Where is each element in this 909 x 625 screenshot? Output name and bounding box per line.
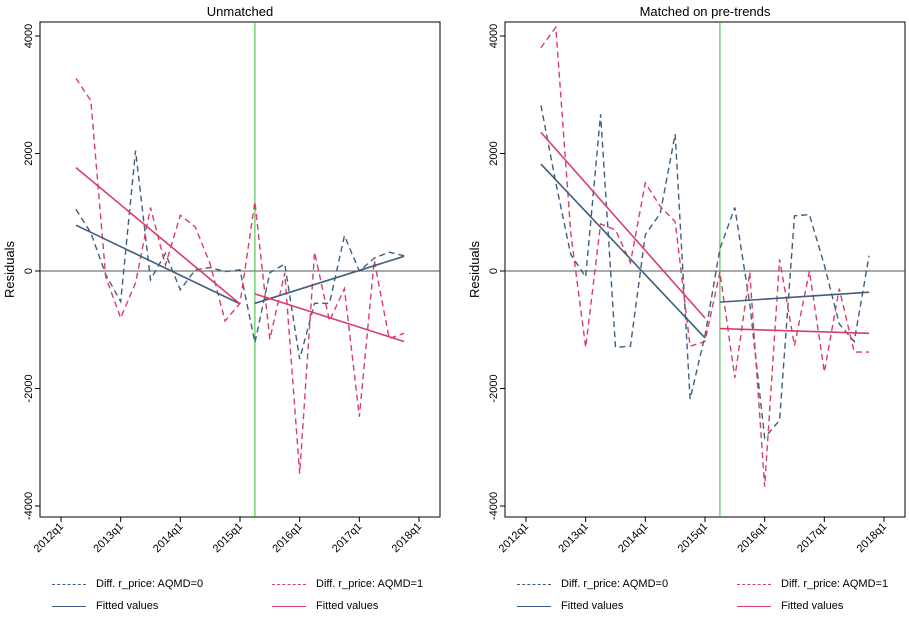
x-tick-label: 2016q1 (270, 521, 304, 555)
y-axis-label: Residuals (467, 240, 482, 298)
fitted-line-aqmd1-segment-1 (75, 166, 241, 305)
chart-panel-1: Unmatched Residuals -4000 -2000 0 2000 4000 201… (2, 4, 441, 555)
x-tick-label: 2018q1 (390, 521, 424, 555)
legend-swatch-dashed-aqmd1 (272, 583, 306, 585)
legend-label-diff-aqmd1: Diff. r_price: AQMD=1 (781, 578, 889, 590)
y-tick-label: 4000 (488, 24, 500, 48)
series-line-aqmd1 (540, 25, 870, 487)
legend-item-fit-aqmd0: Fitted values (52, 599, 158, 613)
fitted-line-aqmd0-segment-2 (254, 255, 405, 305)
y-tick-label: 0 (488, 268, 500, 274)
x-tick-label: 2012q1 (497, 521, 531, 555)
y-tick-label: 2000 (23, 141, 35, 165)
legend-swatch-solid-aqmd0 (52, 605, 86, 607)
chart-title: Unmatched (207, 4, 273, 19)
x-tick-label: 2014q1 (616, 521, 650, 555)
legend-item-diff-aqmd1: Diff. r_price: AQMD=1 (737, 577, 888, 591)
chart-title: Matched on pre-trends (640, 4, 771, 19)
y-tick-label: -4000 (23, 492, 35, 520)
fitted-line-aqmd1-segment-2 (254, 293, 405, 343)
x-tick-label: 2013q1 (556, 521, 590, 555)
legend-item-fit-aqmd1: Fitted values (737, 599, 843, 613)
legend-swatch-dashed-aqmd0 (52, 583, 86, 585)
plot-frame (504, 21, 906, 518)
legend-left: Diff. r_price: AQMD=0 Diff. r_price: AQM… (52, 577, 432, 617)
y-axis-label: Residuals (2, 240, 17, 298)
legend-swatch-solid-aqmd0 (517, 605, 551, 607)
legend-swatch-dashed-aqmd1 (737, 583, 771, 585)
legend-label-diff-aqmd0: Diff. r_price: AQMD=0 (96, 578, 204, 590)
fitted-line-aqmd0-segment-2 (719, 291, 870, 303)
legend-label-fit-aqmd0: Fitted values (96, 600, 159, 612)
x-tick-label: 2016q1 (735, 521, 769, 555)
x-tick-label: 2018q1 (855, 521, 889, 555)
x-tick-label: 2017q1 (330, 521, 364, 555)
fitted-line-aqmd0-segment-1 (540, 163, 706, 339)
y-tick-label: 2000 (488, 141, 500, 165)
fitted-line-aqmd0-segment-1 (75, 224, 241, 305)
y-tick-label: -4000 (488, 492, 500, 520)
legend-label-fit-aqmd1: Fitted values (316, 600, 379, 612)
x-tick-label: 2015q1 (676, 521, 710, 555)
legend-label-diff-aqmd1: Diff. r_price: AQMD=1 (316, 578, 424, 590)
y-tick-label: -2000 (23, 374, 35, 402)
fitted-line-aqmd1-segment-1 (540, 131, 706, 319)
legend-right: Diff. r_price: AQMD=0 Diff. r_price: AQM… (517, 577, 897, 617)
x-tick-label: 2014q1 (151, 521, 185, 555)
legend-swatch-solid-aqmd1 (272, 605, 306, 607)
series-line-aqmd0 (75, 150, 405, 360)
legend-label-diff-aqmd0: Diff. r_price: AQMD=0 (561, 578, 669, 590)
legend-item-fit-aqmd0: Fitted values (517, 599, 623, 613)
legend-swatch-dashed-aqmd0 (517, 583, 551, 585)
y-tick-label: 4000 (23, 24, 35, 48)
legend-label-fit-aqmd1: Fitted values (781, 600, 844, 612)
x-tick-label: 2015q1 (211, 521, 245, 555)
series-line-aqmd0 (540, 105, 870, 440)
x-tick-label: 2017q1 (795, 521, 829, 555)
legend-swatch-solid-aqmd1 (737, 605, 771, 607)
legend-item-fit-aqmd1: Fitted values (272, 599, 378, 613)
y-tick-label: -2000 (488, 374, 500, 402)
legend-item-diff-aqmd0: Diff. r_price: AQMD=0 (517, 577, 668, 591)
x-tick-label: 2013q1 (91, 521, 125, 555)
series-line-aqmd1 (75, 77, 405, 474)
y-tick-label: 0 (23, 268, 35, 274)
legend-item-diff-aqmd0: Diff. r_price: AQMD=0 (52, 577, 203, 591)
fitted-line-aqmd1-segment-2 (719, 327, 870, 335)
chart-panel-2: Matched on pre-trends Residuals -4000 -2000… (467, 4, 906, 555)
legend-label-fit-aqmd0: Fitted values (561, 600, 624, 612)
legend-item-diff-aqmd1: Diff. r_price: AQMD=1 (272, 577, 423, 591)
x-tick-label: 2012q1 (32, 521, 66, 555)
